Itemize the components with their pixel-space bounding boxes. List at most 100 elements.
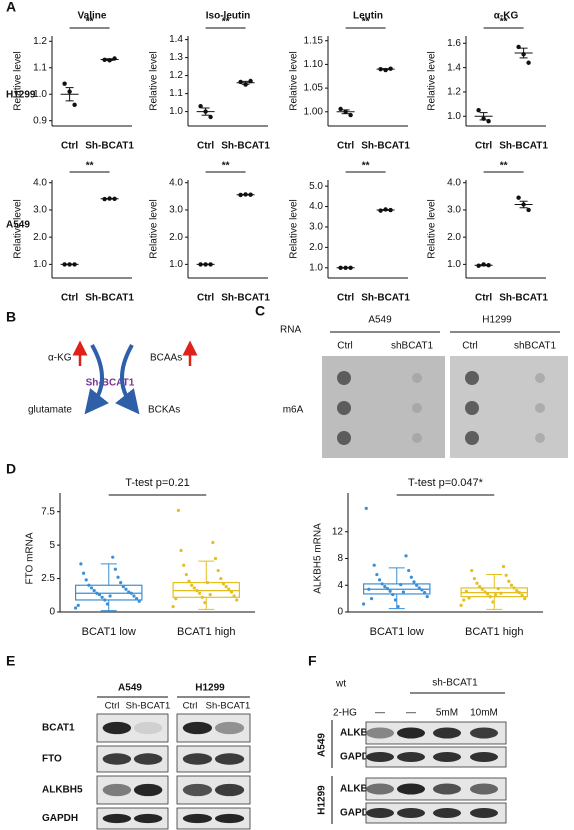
y-tick-label: 1.2 (447, 87, 461, 98)
blot-band (133, 753, 163, 765)
y-tick-label: 7.5 (41, 506, 55, 517)
blot-band (397, 783, 425, 795)
blot-band (433, 752, 461, 762)
point (113, 567, 117, 571)
y-axis-label: Relative level (13, 51, 24, 110)
lane-label: Ctrl (462, 341, 478, 352)
point (404, 554, 408, 558)
point (198, 591, 202, 595)
point (470, 568, 474, 573)
treatment: — (375, 708, 385, 719)
row-label: ALKBH5 (340, 728, 381, 739)
point (377, 578, 382, 582)
y-tick-label: 1.4 (169, 34, 183, 45)
significance: ** (362, 17, 370, 28)
point (364, 506, 368, 510)
x-tick-label: BCAT1 high (177, 626, 236, 638)
blot-band (470, 727, 498, 739)
x-tick-label: Sh-BCAT1 (361, 293, 410, 304)
x-tick-label: Ctrl (197, 293, 214, 304)
point (119, 580, 123, 585)
y-axis-label: Relative level (427, 199, 438, 258)
y-tick-label: 1.0 (309, 262, 323, 273)
panel-label: B (6, 309, 16, 325)
dot (476, 107, 481, 113)
point (92, 589, 96, 593)
point (401, 590, 405, 594)
row-label: FTO (42, 754, 62, 765)
cell-line: H1299 (482, 315, 512, 326)
blot-band (133, 721, 163, 735)
pathway-node: BCKAs (148, 405, 180, 416)
y-tick-label: 1.3 (169, 52, 183, 63)
y-axis-label: Relative level (149, 51, 160, 110)
chart-title: α-KG (494, 11, 519, 22)
y-tick-label: 1.1 (169, 88, 183, 99)
y-tick-label: 0.9 (33, 115, 47, 126)
point (211, 540, 215, 545)
blot-spot (337, 431, 351, 445)
lane-label: shBCAT1 (391, 341, 433, 352)
pathway-node: glutamate (28, 405, 72, 416)
point (396, 605, 400, 609)
row-label: m6A (283, 405, 304, 416)
chart-title: T-test p=0.21 (125, 477, 190, 489)
point (84, 578, 88, 582)
point (216, 568, 220, 573)
blot-band (470, 783, 498, 795)
lane-label: Ctrl (337, 341, 353, 352)
lane-label: Ctrl (183, 701, 198, 712)
point (369, 597, 374, 601)
y-axis-label: Relative level (427, 51, 438, 110)
y-tick-label: 1.0 (33, 259, 47, 270)
dot (198, 104, 203, 109)
point (493, 593, 498, 597)
blot-band (133, 813, 163, 824)
y-tick-label: 4.0 (447, 177, 461, 188)
y-tick-label: 4.0 (33, 177, 47, 188)
y-tick-label: 2.5 (41, 573, 55, 584)
point (507, 579, 511, 583)
y-tick-label: 4.0 (169, 177, 183, 188)
blot-band (366, 727, 394, 739)
x-tick-label: Sh-BCAT1 (85, 293, 134, 304)
blot-band (470, 752, 498, 762)
blot-band (182, 753, 213, 765)
y-tick-label: 12 (332, 526, 344, 537)
y-tick-label: 1.05 (304, 83, 324, 94)
point (504, 573, 508, 577)
significance: ** (222, 161, 230, 172)
chart-title: Leutin (353, 11, 383, 22)
point (79, 562, 83, 566)
y-tick-label: 0 (49, 607, 55, 618)
x-tick-label: Sh-BCAT1 (361, 141, 410, 152)
y-axis-label: Relative level (149, 199, 160, 258)
blot-band (397, 727, 425, 739)
blot-spot (337, 371, 351, 385)
x-tick-label: Sh-BCAT1 (499, 293, 548, 304)
blot-band (366, 752, 394, 762)
point (362, 602, 366, 606)
blot-band (133, 783, 163, 797)
point (412, 580, 416, 584)
header: wt (335, 679, 346, 690)
row-label: A549 (6, 220, 30, 231)
blot-spot (412, 403, 422, 413)
significance: ** (86, 17, 94, 28)
point (219, 576, 223, 581)
point (213, 556, 218, 561)
blot-spot (465, 431, 479, 445)
cell-line: H1299 (195, 683, 225, 694)
x-tick-label: Sh-BCAT1 (221, 293, 270, 304)
point (179, 548, 183, 553)
point (491, 600, 495, 604)
point (108, 594, 112, 598)
panel-label: D (6, 461, 16, 477)
point (459, 603, 463, 607)
x-tick-label: BCAT1 low (82, 626, 136, 638)
y-tick-label: 1.2 (169, 70, 183, 81)
chart-title: Valine (78, 11, 107, 22)
y-tick-label: 3.0 (447, 205, 461, 216)
x-tick-label: Ctrl (337, 141, 354, 152)
point (509, 583, 514, 587)
